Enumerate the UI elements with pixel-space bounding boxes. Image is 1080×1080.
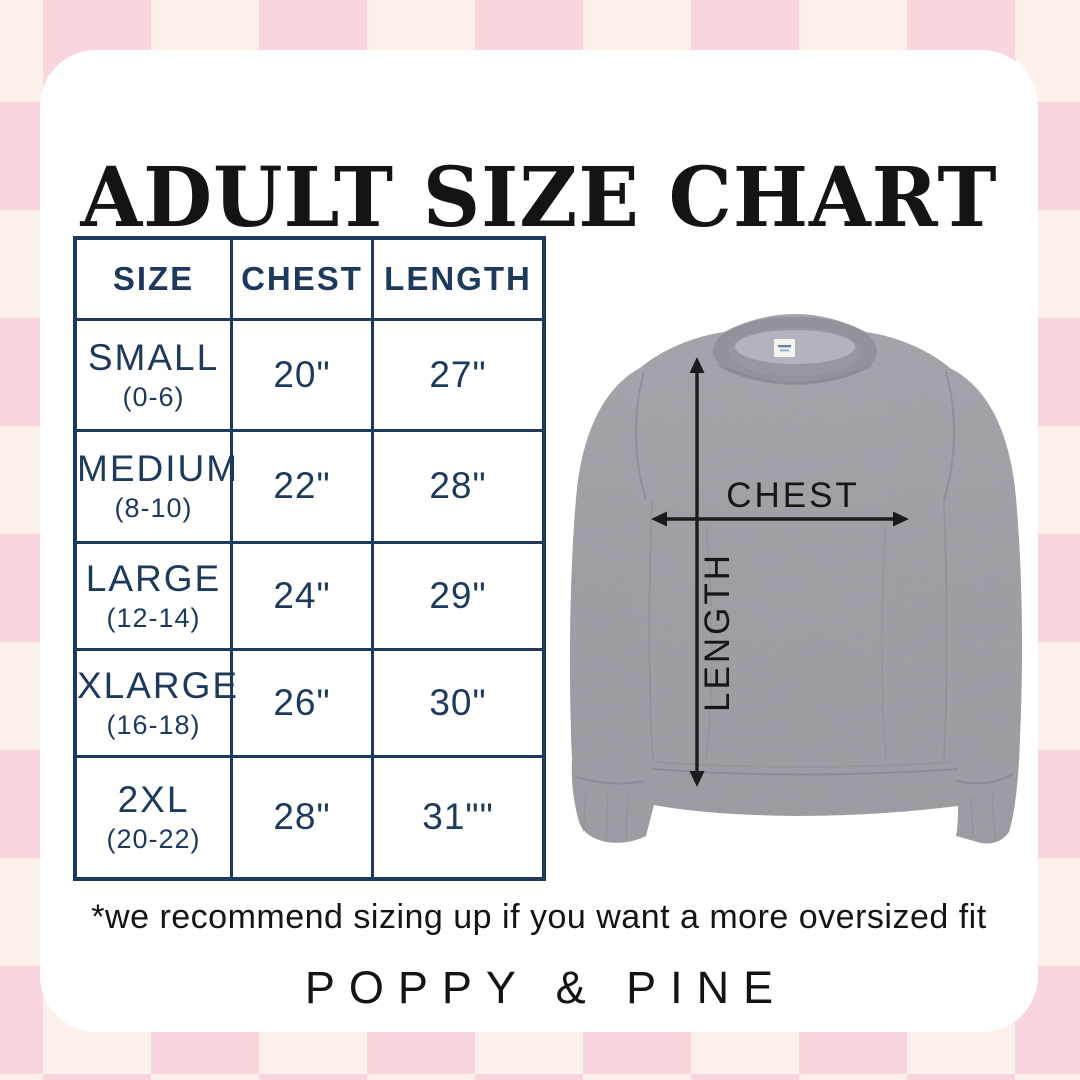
table-row-small: SMALL (0-6) 20" 27": [73, 317, 546, 432]
col-header-chest: CHEST: [230, 236, 374, 321]
length-value: 27": [371, 317, 546, 432]
col-header-size: SIZE: [73, 236, 233, 321]
sweatshirt-photo: [569, 314, 1023, 844]
size-range: (0-6): [122, 381, 185, 412]
sweatshirt-diagram: CHEST LENGTH: [569, 314, 1023, 844]
sizing-note: *we recommend sizing up if you want a mo…: [91, 898, 987, 936]
size-label: SMALL: [87, 336, 220, 378]
size-table-header: SIZE CHEST LENGTH: [73, 236, 546, 321]
chest-value: 24": [230, 540, 374, 651]
page-title: ADULT SIZE CHART: [80, 149, 998, 246]
table-row-large: LARGE (12-14) 24" 29": [73, 540, 546, 651]
collar-tag: [774, 339, 795, 357]
length-value: 31"": [371, 754, 546, 881]
size-cell: XLARGE (16-18): [73, 647, 240, 758]
size-range: (20-22): [106, 824, 201, 855]
size-label: XLARGE: [77, 664, 240, 706]
length-arrow: [689, 357, 705, 787]
chest-value: 22": [230, 428, 374, 544]
chest-arrow: [651, 511, 909, 527]
length-value: 30": [371, 647, 546, 758]
size-label: MEDIUM: [77, 448, 240, 489]
size-range: (8-10): [114, 493, 193, 523]
length-value: 29": [371, 540, 546, 651]
header-row: SIZE CHEST LENGTH: [73, 236, 546, 321]
col-header-length: LENGTH: [371, 236, 546, 321]
chest-value: 28": [230, 754, 374, 881]
size-range: (16-18): [106, 709, 201, 740]
chest-dimension-label: CHEST: [726, 476, 860, 515]
length-value: 28": [371, 428, 546, 544]
collar-shadow: [717, 363, 873, 385]
size-cell: MEDIUM (8-10): [73, 428, 240, 544]
table-row-medium: MEDIUM (8-10) 22" 28": [73, 428, 546, 544]
chest-value: 20": [230, 317, 374, 432]
size-label: LARGE: [85, 557, 222, 599]
table-row-2xl: 2XL (20-22) 28" 31"": [73, 754, 546, 881]
size-cell: 2XL (20-22): [73, 754, 233, 881]
size-chart-card: ADULT SIZE CHART SIZE CHEST LENGTH SMALL…: [40, 50, 1038, 1032]
brand-name: POPPY & PINE: [304, 962, 788, 1013]
chest-value: 26": [230, 647, 374, 758]
size-table: SIZE CHEST LENGTH SMALL (0-6) 20" 27" ME…: [73, 236, 546, 881]
size-label: 2XL: [117, 779, 190, 821]
size-range: (12-14): [106, 602, 201, 633]
size-cell: SMALL (0-6): [73, 317, 233, 432]
size-cell: LARGE (12-14): [73, 540, 233, 651]
table-row-xlarge: XLARGE (16-18) 26" 30": [73, 647, 546, 758]
length-dimension-label: LENGTH: [698, 552, 737, 712]
